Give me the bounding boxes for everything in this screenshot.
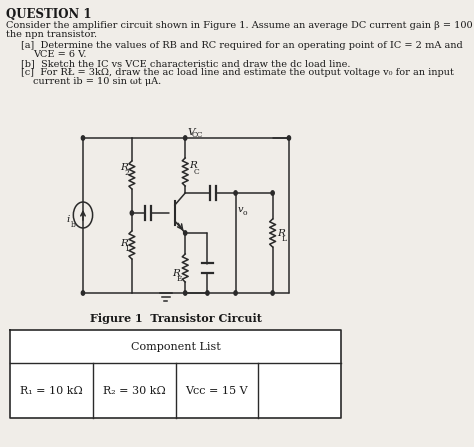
Text: Vcc = 15 V: Vcc = 15 V [185, 385, 248, 396]
Text: the npn transistor.: the npn transistor. [6, 30, 97, 39]
Text: 1: 1 [125, 245, 129, 253]
Text: [c]  For RŁ = 3kΩ, draw the ac load line and estimate the output voltage v₀ for : [c] For RŁ = 3kΩ, draw the ac load line … [21, 68, 454, 77]
Text: CC: CC [192, 131, 203, 139]
Text: VCE = 6 V.: VCE = 6 V. [33, 50, 86, 59]
Text: R₁ = 10 kΩ: R₁ = 10 kΩ [20, 385, 83, 396]
Circle shape [130, 211, 134, 215]
Text: C: C [193, 168, 199, 176]
Text: V: V [187, 128, 195, 137]
Text: [b]  Sketch the IC vs VCE characteristic and draw the dc load line.: [b] Sketch the IC vs VCE characteristic … [21, 59, 350, 68]
Circle shape [271, 191, 274, 195]
Circle shape [82, 291, 84, 295]
Text: R₂ = 30 kΩ: R₂ = 30 kΩ [103, 385, 165, 396]
Text: R: R [120, 239, 128, 248]
Text: QUESTION 1: QUESTION 1 [6, 8, 91, 21]
Circle shape [183, 291, 187, 295]
Text: R: R [173, 269, 181, 278]
Text: 2: 2 [125, 169, 129, 177]
Text: R: R [189, 161, 197, 170]
Circle shape [183, 231, 187, 235]
Circle shape [183, 136, 187, 140]
Text: L: L [282, 235, 286, 243]
Text: Consider the amplifier circuit shown in Figure 1. Assume an average DC current g: Consider the amplifier circuit shown in … [6, 21, 474, 30]
Text: R: R [277, 228, 285, 237]
Text: Component List: Component List [131, 342, 220, 351]
Circle shape [271, 291, 274, 295]
Circle shape [234, 191, 237, 195]
Text: Figure 1  Transistor Circuit: Figure 1 Transistor Circuit [90, 313, 262, 324]
Text: o: o [242, 209, 247, 217]
Circle shape [287, 136, 291, 140]
Text: b: b [71, 221, 76, 229]
Text: E: E [177, 275, 182, 283]
Text: R: R [120, 163, 128, 172]
Bar [10, 330, 341, 418]
Circle shape [206, 291, 209, 295]
Circle shape [82, 136, 84, 140]
Text: current ib = 10 sin ωt μA.: current ib = 10 sin ωt μA. [33, 77, 161, 86]
Text: i: i [67, 215, 70, 224]
Text: v: v [238, 205, 243, 214]
Circle shape [234, 291, 237, 295]
Text: [a]  Determine the values of RB and RC required for an operating point of IC = 2: [a] Determine the values of RB and RC re… [21, 41, 463, 50]
